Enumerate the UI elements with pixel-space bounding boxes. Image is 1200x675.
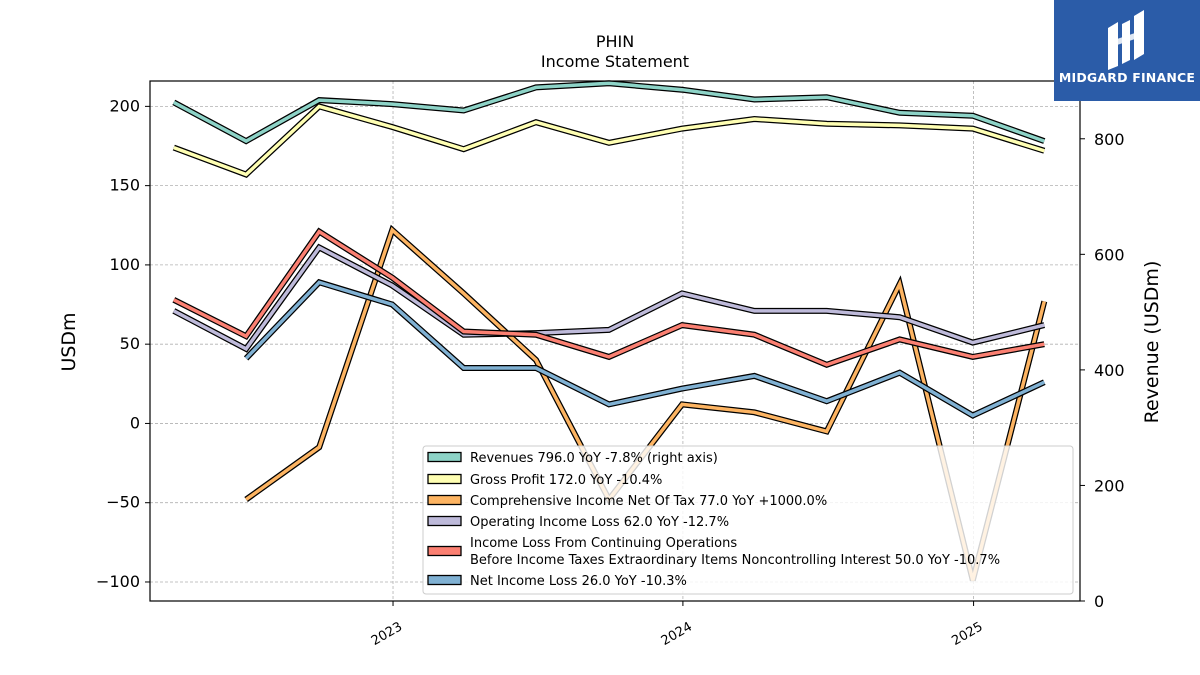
chart-title: PHIN — [596, 32, 634, 51]
legend-swatch — [427, 494, 462, 506]
legend-label: Before Income Taxes Extraordinary Items … — [470, 553, 1000, 568]
net-income-loss-line — [244, 280, 1046, 418]
legend-label: Net Income Loss 26.0 YoY -10.3% — [470, 574, 687, 589]
right-tick-label: 800 — [1094, 130, 1125, 149]
legend-swatch — [427, 515, 462, 527]
legend-label: Operating Income Loss 62.0 YoY -12.7% — [470, 515, 729, 530]
y-axis-label-left: USDm — [58, 312, 80, 371]
plot-frame — [149, 80, 1081, 602]
legend-swatch — [427, 574, 462, 586]
right-tick-label: 200 — [1094, 476, 1125, 495]
legend-swatch — [427, 473, 462, 485]
left-tick-label: −100 — [96, 572, 140, 591]
legend-box — [422, 445, 1074, 595]
legend-swatch — [427, 545, 462, 557]
legend-label: Comprehensive Income Net Of Tax 77.0 YoY… — [470, 494, 827, 509]
legend-label: Gross Profit 172.0 YoY -10.4% — [470, 473, 662, 488]
right-tick-label: 600 — [1094, 245, 1125, 264]
legend-label: Income Loss From Continuing Operations — [470, 536, 737, 551]
legend-label: Revenues 796.0 YoY -7.8% (right axis) — [470, 451, 718, 466]
chart-subtitle: Income Statement — [541, 52, 689, 71]
gross-profit-line-outline — [172, 103, 1046, 178]
operating-income-loss-line — [172, 245, 1045, 352]
right-tick-label: 400 — [1094, 361, 1125, 380]
income-loss-from-continuing-operations-before-income-taxes-extraordinary-items-noncontrolling-interest-line — [173, 229, 1045, 367]
logo-text: MIDGARD FINANCE — [1058, 70, 1196, 85]
left-tick-label: 50 — [120, 334, 140, 353]
axes — [145, 80, 1085, 606]
revenues-line — [172, 81, 1045, 144]
gross-profit-line — [173, 104, 1045, 177]
midgard-finance-logo: MIDGARD FINANCE — [1054, 0, 1200, 101]
logo-mark-icon — [1108, 10, 1144, 70]
left-tick-label: 200 — [109, 96, 140, 115]
legend-swatch — [427, 451, 462, 463]
left-tick-label: 100 — [109, 255, 140, 274]
legend: Revenues 796.0 YoY -7.8% (right axis) Gro… — [422, 445, 1074, 595]
x-tick-label: 2023 — [369, 619, 405, 649]
left-tick-label: 0 — [130, 413, 140, 432]
x-tick-label: 2025 — [949, 619, 985, 649]
x-tick-label: 2024 — [659, 619, 695, 649]
left-tick-label: −50 — [106, 493, 140, 512]
left-tick-label: 150 — [109, 176, 140, 195]
right-tick-label: 0 — [1094, 592, 1104, 611]
y-axis-label-right: Revenue (USDm) — [1141, 261, 1163, 424]
